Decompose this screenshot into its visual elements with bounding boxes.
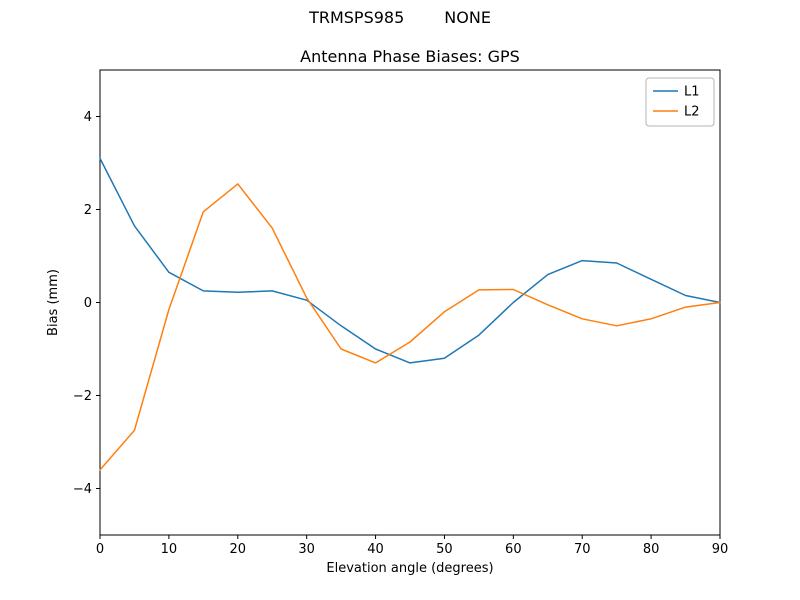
x-tick-label: 0 bbox=[96, 542, 104, 557]
series-line-l1 bbox=[99, 157, 721, 364]
legend-label-l2: L2 bbox=[684, 105, 700, 120]
y-axis-label: Bias (mm) bbox=[46, 269, 61, 336]
legend-label-l1: L1 bbox=[684, 85, 700, 100]
y-tick-label: 2 bbox=[84, 203, 92, 218]
y-tick-label: 4 bbox=[84, 110, 92, 125]
y-tick-label: −2 bbox=[73, 389, 92, 404]
figure-suptitle: TRMSPS985 NONE bbox=[0, 8, 800, 27]
x-tick-label: 20 bbox=[230, 542, 247, 557]
x-tick-label: 90 bbox=[712, 542, 729, 557]
x-tick-label: 10 bbox=[161, 542, 178, 557]
series-line-l2 bbox=[99, 183, 721, 471]
chart-title: Antenna Phase Biases: GPS bbox=[300, 47, 520, 66]
suptitle-secondary: NONE bbox=[444, 8, 491, 27]
y-tick-label: 0 bbox=[84, 296, 92, 311]
station-id: TRMSPS985 bbox=[309, 8, 405, 27]
x-tick-label: 50 bbox=[436, 542, 453, 557]
x-tick-label: 40 bbox=[367, 542, 384, 557]
x-axis-label: Elevation angle (degrees) bbox=[326, 561, 493, 576]
x-tick-label: 30 bbox=[298, 542, 315, 557]
x-tick-label: 70 bbox=[574, 542, 591, 557]
x-tick-label: 60 bbox=[505, 542, 522, 557]
x-tick-label: 80 bbox=[643, 542, 660, 557]
y-tick-label: −4 bbox=[73, 482, 92, 497]
legend-box bbox=[645, 77, 715, 127]
plot-area bbox=[99, 69, 721, 536]
